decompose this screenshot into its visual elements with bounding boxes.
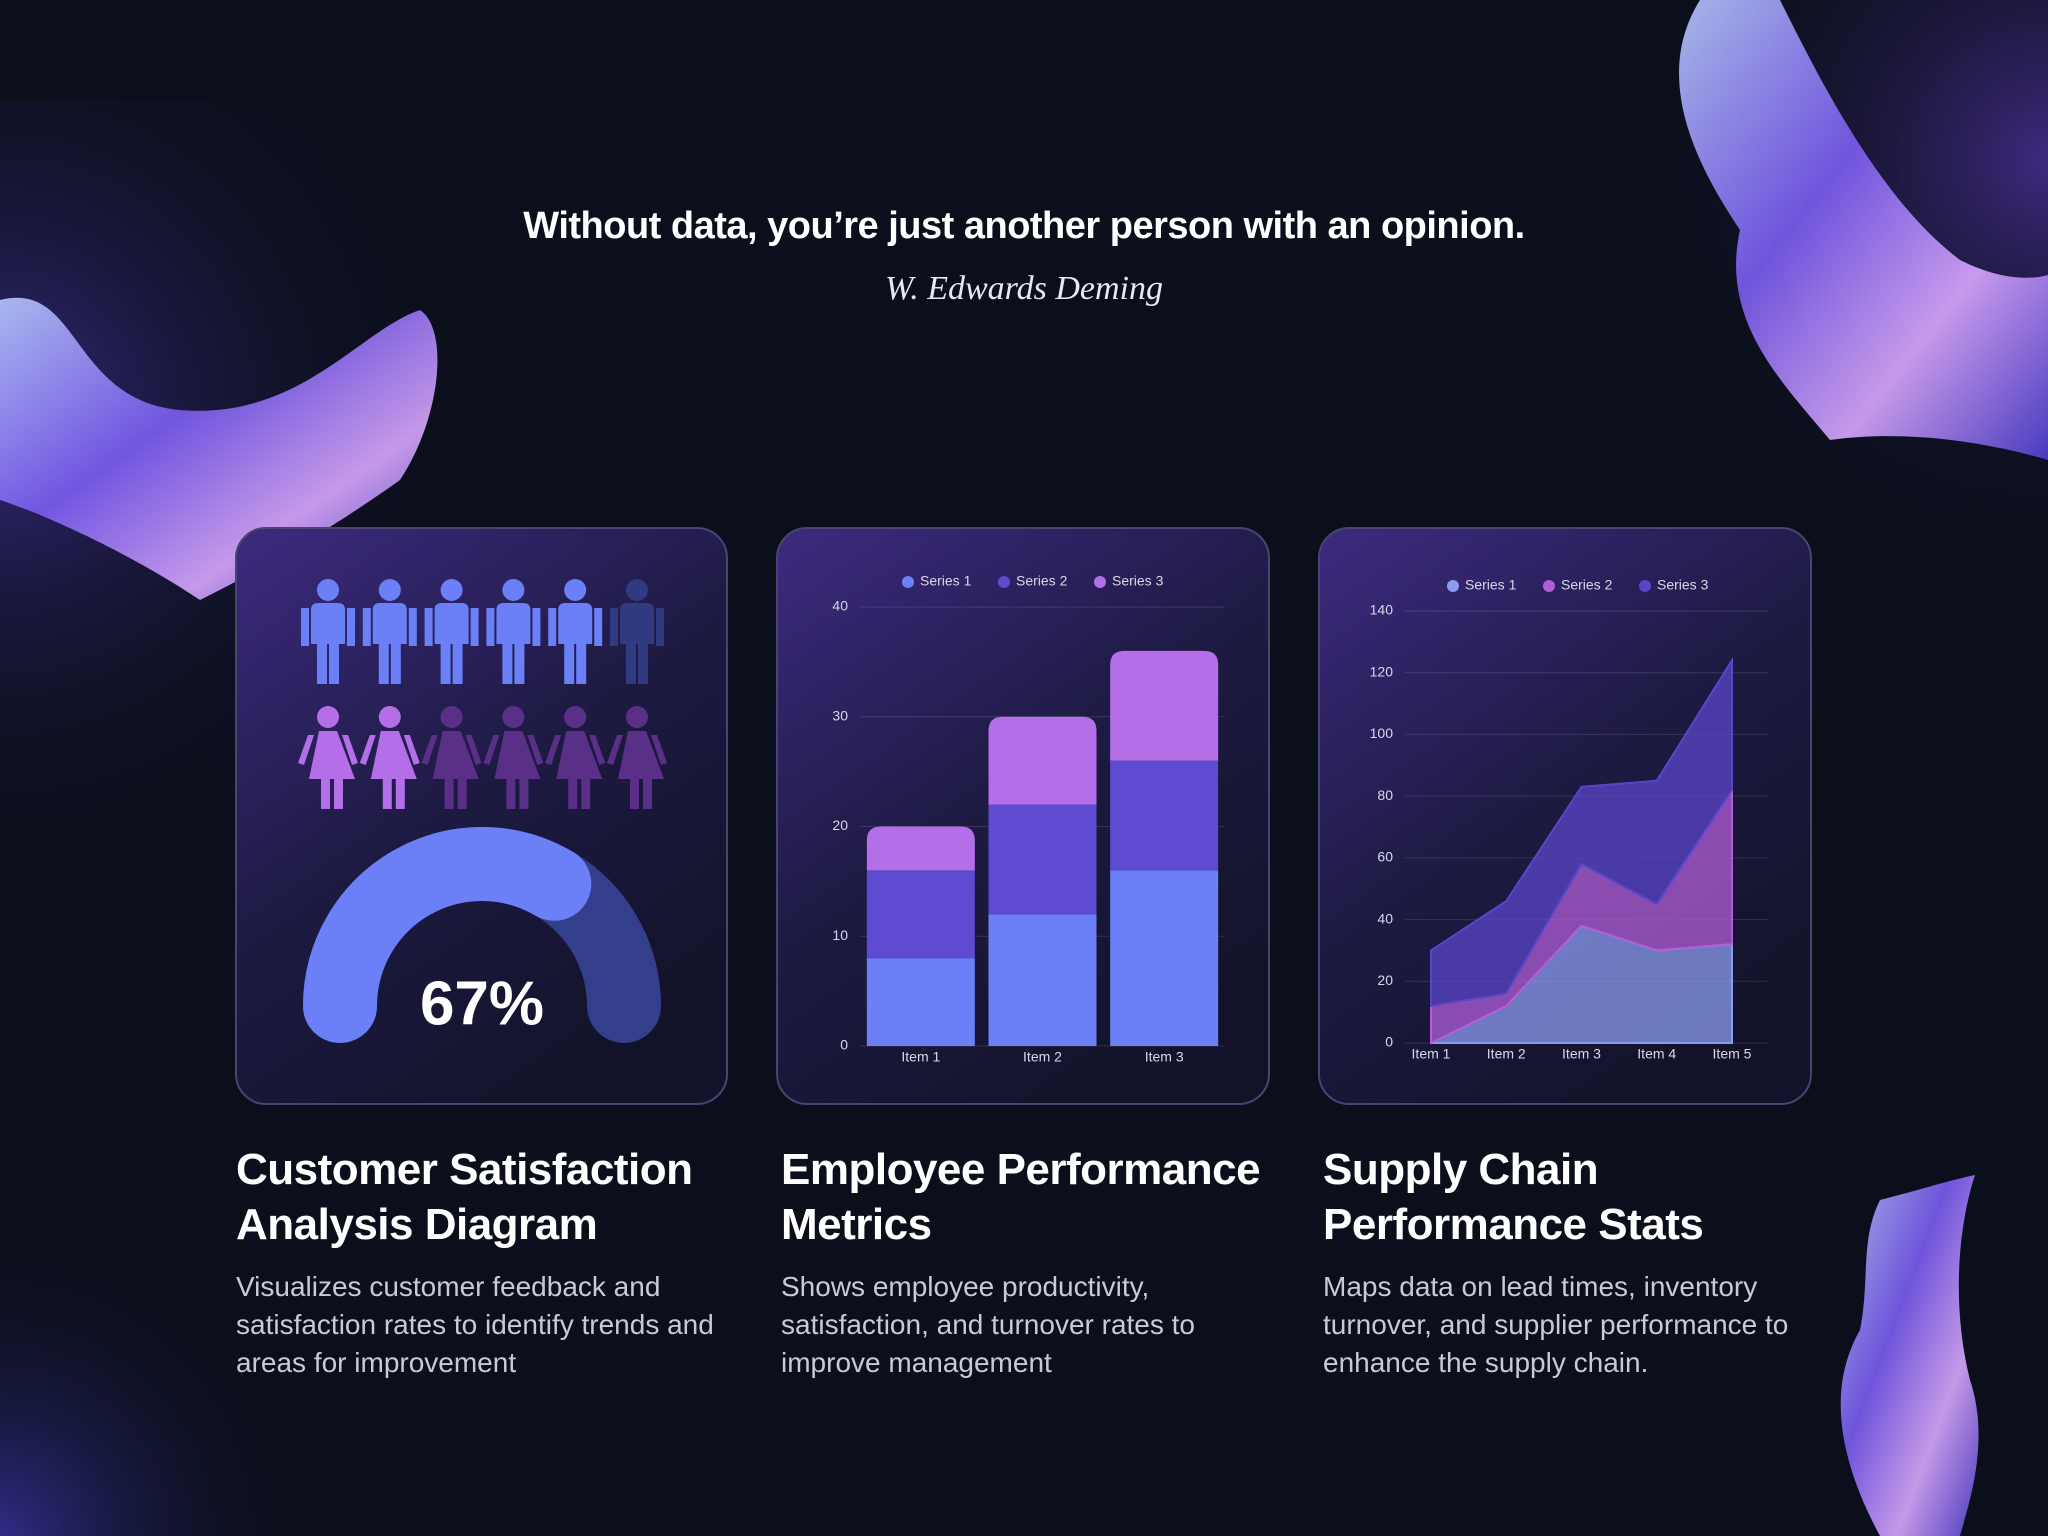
y-tick-label: 40 xyxy=(832,598,848,614)
y-tick-label: 100 xyxy=(1370,725,1394,741)
gauge-label: 67% xyxy=(420,969,544,1038)
card-title: Employee Performance Metrics xyxy=(781,1145,1261,1249)
y-tick-label: 20 xyxy=(1377,972,1393,988)
person-icon xyxy=(486,579,541,684)
y-tick-label: 40 xyxy=(1377,910,1393,926)
person-icon xyxy=(362,579,417,684)
area xyxy=(1430,656,1733,1008)
icon-head xyxy=(317,579,339,601)
legend-swatch xyxy=(902,576,914,588)
ribbon xyxy=(1840,1175,1979,1536)
person-icon xyxy=(610,579,664,684)
bar-segment xyxy=(1110,650,1219,761)
person-icon xyxy=(548,579,603,684)
x-tick-label: Item 2 xyxy=(1487,1046,1526,1062)
card-description: Visualizes customer feedback and satisfa… xyxy=(236,1271,714,1378)
icon-head xyxy=(502,579,525,601)
bar-segment xyxy=(1110,760,1219,871)
person-icon xyxy=(545,706,606,809)
y-tick-label: 80 xyxy=(1377,787,1393,803)
legend-swatch xyxy=(1543,580,1555,592)
card-title: Supply Chain Performance Stats xyxy=(1323,1145,1704,1249)
icon-head xyxy=(502,706,525,728)
person-icon xyxy=(483,706,544,809)
bar-segment xyxy=(866,958,975,1046)
x-tick-label: Item 1 xyxy=(901,1049,940,1065)
y-tick-label: 140 xyxy=(1370,602,1394,618)
icon-head xyxy=(378,579,401,601)
person-icon xyxy=(424,579,479,684)
ribbon xyxy=(0,297,438,600)
icon-head xyxy=(440,706,463,728)
icon-body xyxy=(421,731,482,809)
x-tick-label: Item 5 xyxy=(1713,1046,1752,1062)
icon-head xyxy=(378,706,401,728)
bar-segment xyxy=(1110,870,1219,1046)
legend-label: Series 2 xyxy=(1561,577,1613,593)
x-tick-label: Item 2 xyxy=(1023,1049,1062,1065)
icon-body xyxy=(359,731,420,809)
icon-head xyxy=(317,706,339,728)
quote: Without data, you’re just another person… xyxy=(523,205,1525,247)
legend-label: Series 3 xyxy=(1657,577,1709,593)
bar-segment xyxy=(988,716,1097,805)
icon-head xyxy=(626,579,648,601)
card-description: Maps data on lead times, inventory turno… xyxy=(1323,1271,1789,1378)
legend-label: Series 1 xyxy=(920,573,972,589)
y-tick-label: 0 xyxy=(1385,1034,1393,1050)
x-tick-label: Item 4 xyxy=(1637,1046,1676,1062)
person-icon xyxy=(359,706,420,809)
icon-head xyxy=(564,579,587,601)
bar-segment xyxy=(866,870,975,959)
icon-body xyxy=(607,731,667,809)
bar-segment xyxy=(988,914,1097,1046)
icon-body xyxy=(301,603,355,684)
y-tick-label: 30 xyxy=(832,707,848,723)
y-tick-label: 0 xyxy=(840,1037,848,1053)
person-icon xyxy=(607,706,667,809)
person-icon xyxy=(301,579,355,684)
x-tick-label: Item 3 xyxy=(1145,1049,1184,1065)
legend-swatch xyxy=(1639,580,1651,592)
y-tick-label: 20 xyxy=(832,817,848,833)
icon-body xyxy=(486,603,541,684)
icon-body xyxy=(548,603,603,684)
legend-swatch xyxy=(1447,580,1459,592)
icon-body xyxy=(362,603,417,684)
card-description: Shows employee productivity, satisfactio… xyxy=(781,1271,1195,1378)
icon-body xyxy=(610,603,664,684)
legend-swatch xyxy=(1094,576,1106,588)
person-icon xyxy=(421,706,482,809)
icon-head xyxy=(440,579,463,601)
icon-body xyxy=(298,731,358,809)
y-tick-label: 10 xyxy=(832,927,848,943)
ribbon xyxy=(1679,0,2048,460)
icon-body xyxy=(545,731,606,809)
legend-label: Series 2 xyxy=(1016,573,1068,589)
icon-head xyxy=(626,706,648,728)
x-tick-label: Item 1 xyxy=(1412,1046,1451,1062)
legend-label: Series 3 xyxy=(1112,573,1164,589)
legend-swatch xyxy=(998,576,1010,588)
icon-body xyxy=(424,603,479,684)
y-tick-label: 120 xyxy=(1370,663,1394,679)
card-title: Customer Satisfaction Analysis Diagram xyxy=(236,1145,693,1249)
icon-head xyxy=(564,706,587,728)
bar-segment xyxy=(988,804,1097,915)
bar-segment xyxy=(866,826,975,871)
person-icon xyxy=(298,706,358,809)
legend-label: Series 1 xyxy=(1465,577,1517,593)
y-tick-label: 60 xyxy=(1377,849,1393,865)
icon-body xyxy=(483,731,544,809)
x-tick-label: Item 3 xyxy=(1562,1046,1601,1062)
quote-author: W. Edwards Deming xyxy=(885,270,1163,307)
gauge-value xyxy=(303,827,592,1043)
